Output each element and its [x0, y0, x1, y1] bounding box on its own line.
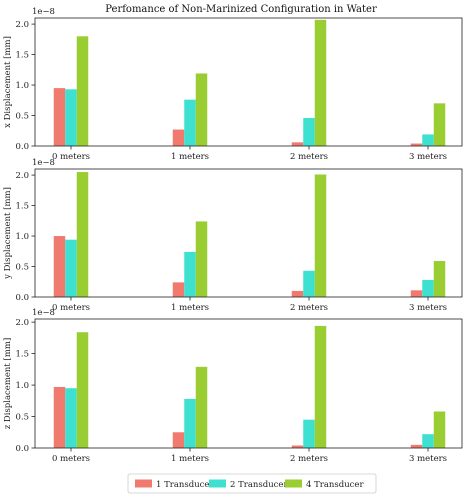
x-tick-label: 3 meters	[409, 303, 447, 313]
x-tick-label: 0 meters	[52, 454, 90, 464]
bar-y-2-transducer-1	[184, 251, 196, 297]
legend-label: 4 Transducer	[306, 480, 364, 490]
bar-y-1-transducer-1	[172, 282, 185, 297]
bar-y-1-transducer-0	[53, 236, 66, 297]
plot-frame	[34, 318, 463, 449]
y-tick-label: 0.5	[15, 112, 29, 122]
scale-note: 1e−8	[32, 308, 55, 318]
scale-note: 1e−8	[32, 158, 55, 168]
y-tick-label: 1.5	[15, 51, 29, 61]
y-axis-label: y Displacement [mm]	[3, 187, 13, 280]
bar-y-2-transducer-0	[65, 239, 77, 297]
bar-z-2-transducer-2	[303, 419, 315, 448]
bar-x-4-transducer-1	[195, 73, 208, 146]
x-tick-label: 1 meters	[171, 152, 209, 162]
y-tick-label: 1.0	[15, 381, 29, 391]
bar-y-1-transducer-3	[410, 290, 423, 297]
bar-x-1-transducer-0	[53, 88, 66, 146]
y-tick-label: 0.0	[15, 293, 29, 303]
bar-x-4-transducer-0	[76, 36, 89, 146]
y-tick-label: 0.0	[15, 142, 29, 152]
bar-z-2-transducer-0	[65, 388, 77, 448]
legend: 1 Transducer 2 Transducer 4 Transducer	[127, 473, 377, 494]
bar-y-2-transducer-2	[303, 270, 315, 297]
bar-y-2-transducer-3	[422, 279, 434, 297]
legend-swatch	[209, 479, 226, 488]
scale-note: 1e−8	[32, 7, 55, 17]
panel-3: 0.0 0.5 1.0 1.5 2.01e−8 0 meters 1 meters 2 met…	[3, 308, 463, 464]
legend-swatch	[285, 479, 302, 488]
bar-x-2-transducer-2	[303, 117, 315, 146]
y-tick-label: 2.0	[15, 318, 29, 328]
bar-x-1-transducer-2	[291, 142, 304, 146]
x-tick-label: 0 meters	[52, 303, 90, 313]
y-tick-label: 2.0	[15, 171, 29, 181]
x-tick-label: 2 meters	[290, 303, 328, 313]
x-tick-label: 0 meters	[52, 152, 90, 162]
plot-frame	[34, 168, 463, 298]
y-tick-label: 1.5	[15, 350, 29, 360]
panel-1: 0.0 0.5 1.0 1.5 2.01e−8 0 meters 1 meters 2 met…	[3, 7, 463, 162]
x-tick-label: 3 meters	[409, 152, 447, 162]
bar-z-4-transducer-2	[314, 325, 327, 448]
bar-z-2-transducer-3	[422, 434, 434, 448]
legend-label: 2 Transducer	[230, 480, 288, 490]
y-tick-label: 2.0	[15, 20, 29, 30]
bar-x-2-transducer-1	[184, 99, 196, 146]
y-axis-label: x Displacement [mm]	[3, 36, 13, 128]
panels-group: 0.00.51.01.52.01e−80 meters 1 meters 2 met…	[3, 7, 463, 464]
y-tick-label: 1.5	[15, 202, 29, 212]
bar-z-2-transducer-1	[184, 398, 196, 448]
bar-y-4-transducer-3	[433, 261, 446, 297]
panel-2: 0.0 0.5 1.0 1.5 2.01e−8 0 meters 1 meters 2 met…	[3, 158, 463, 313]
bar-x-4-transducer-2	[314, 19, 327, 146]
bar-z-4-transducer-0	[76, 332, 89, 448]
bar-z-4-transducer-3	[433, 411, 446, 448]
bar-z-1-transducer-2	[291, 445, 304, 448]
y-tick-label: 1.0	[15, 232, 29, 242]
chart-title: Perfomance of Non-Marinized Configuratio…	[105, 4, 377, 15]
x-tick-label: 1 meters	[171, 454, 209, 464]
legend-box	[127, 473, 377, 494]
bar-x-1-transducer-1	[172, 129, 185, 146]
x-tick-label: 3 meters	[409, 454, 447, 464]
bar-y-4-transducer-2	[314, 174, 327, 297]
y-tick-label: 1.0	[15, 81, 29, 91]
y-axis-label: z Displacement [mm]	[3, 338, 13, 430]
bar-y-4-transducer-1	[195, 221, 208, 297]
x-tick-label: 2 meters	[290, 454, 328, 464]
legend-label: 1 Transducer	[156, 480, 214, 490]
legend-swatch	[135, 479, 152, 488]
bar-z-4-transducer-1	[195, 366, 208, 448]
bar-z-1-transducer-3	[410, 444, 423, 448]
bar-y-4-transducer-0	[76, 172, 89, 297]
bar-x-2-transducer-0	[65, 89, 77, 146]
bar-x-1-transducer-3	[410, 143, 423, 146]
bar-x-2-transducer-3	[422, 134, 434, 146]
bar-y-1-transducer-2	[291, 290, 304, 297]
bar-z-1-transducer-0	[53, 386, 66, 448]
y-tick-label: 0.0	[15, 444, 29, 454]
y-tick-label: 0.5	[15, 263, 29, 273]
bar-x-4-transducer-3	[433, 103, 446, 146]
x-tick-label: 2 meters	[290, 152, 328, 162]
y-tick-label: 0.5	[15, 413, 29, 423]
bar-z-1-transducer-1	[172, 432, 185, 448]
plot-frame	[34, 17, 463, 147]
x-tick-label: 1 meters	[171, 303, 209, 313]
